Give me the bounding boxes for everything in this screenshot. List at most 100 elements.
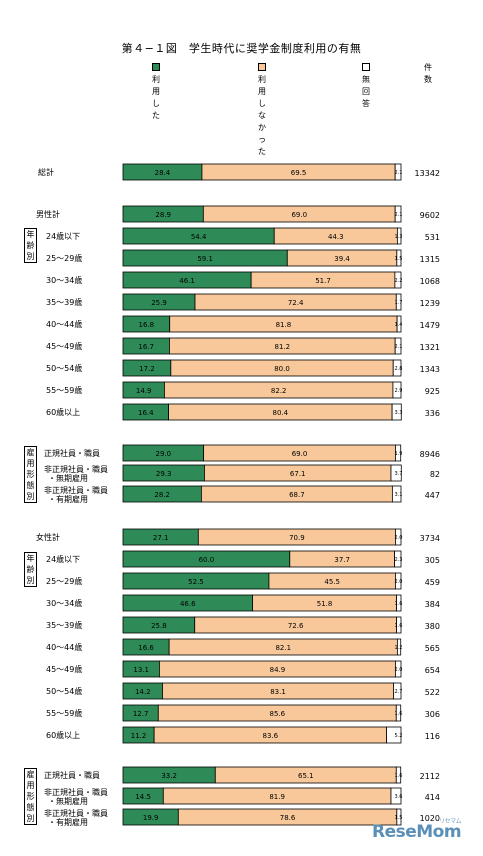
logo-text: ReseMom	[372, 822, 462, 842]
logo-subtext: リセマム	[439, 818, 462, 825]
data-label-used: 16.7	[138, 343, 154, 351]
count-value: 447	[425, 491, 440, 500]
bar-segment-no-answer	[395, 293, 402, 311]
count-value: 3734	[420, 534, 440, 543]
count-value: 1343	[420, 365, 440, 374]
data-label-used: 13.1	[133, 666, 149, 674]
legend-used-swatch	[152, 62, 160, 71]
legend-used-label: 利用した	[152, 75, 160, 120]
data-label-no-answer: 3.3	[395, 410, 403, 416]
data-label-not-used: 69.5	[291, 169, 307, 177]
data-label-used: 29.3	[156, 470, 172, 478]
category-label: 60歳以上	[46, 730, 80, 740]
data-label-not-used: 37.7	[334, 556, 350, 564]
data-label-used: 12.7	[133, 710, 149, 718]
count-value: 1068	[420, 277, 440, 286]
data-label-used: 17.2	[139, 365, 155, 373]
count-value: 384	[425, 600, 440, 609]
count-value: 336	[425, 409, 440, 418]
bar-segment-no-answer	[394, 205, 402, 223]
data-label-not-used: 78.6	[280, 814, 296, 822]
data-label-used: 28.9	[155, 211, 171, 219]
data-label-not-used: 82.1	[275, 644, 291, 652]
legend-not-used-swatch	[258, 62, 266, 71]
bar-segment-no-answer	[392, 381, 402, 399]
category-label: 45～49歳	[46, 664, 82, 674]
data-label-used: 19.9	[143, 814, 159, 822]
count-value: 9602	[420, 211, 440, 220]
data-label-used: 25.9	[151, 299, 167, 307]
data-label-not-used: 69.0	[291, 211, 307, 219]
bar-segment-no-answer	[395, 528, 402, 546]
bar-segment-no-answer	[391, 403, 402, 421]
data-label-not-used: 80.0	[274, 365, 290, 373]
count-value: 13342	[415, 169, 440, 178]
data-label-not-used: 39.4	[334, 255, 350, 263]
data-label-used: 33.2	[161, 772, 177, 780]
bar-segment-no-answer	[396, 616, 402, 634]
count-value: 1239	[420, 299, 440, 308]
group-label-female-age: 年齢別	[24, 552, 37, 587]
data-label-used: 25.8	[151, 622, 167, 630]
count-value: 306	[425, 710, 440, 719]
count-value: 531	[425, 233, 440, 242]
data-label-not-used: 72.4	[288, 299, 304, 307]
count-value: 925	[425, 387, 440, 396]
data-label-not-used: 65.1	[298, 772, 314, 780]
category-label: 非正規社員・職員・無期雇用	[44, 464, 108, 483]
data-label-no-answer: 1.2	[395, 645, 403, 651]
count-value: 1321	[420, 343, 440, 352]
category-label: 40～44歳	[46, 642, 82, 652]
category-label: 正規社員・職員	[44, 770, 100, 780]
data-label-not-used: 68.7	[289, 491, 305, 499]
category-label: 非正規社員・職員・有期雇用	[44, 808, 108, 827]
group-label-male-employment: 雇用形態別	[24, 446, 37, 503]
data-label-used: 14.2	[135, 688, 151, 696]
data-label-no-answer: 2.0	[395, 667, 403, 673]
data-label-used: 16.6	[138, 644, 154, 652]
category-label: 55～59歳	[46, 708, 82, 718]
data-label-not-used: 80.4	[273, 409, 289, 417]
count-value: 1479	[420, 321, 440, 330]
data-label-used: 52.5	[188, 578, 204, 586]
data-label-no-answer: 2.3	[395, 557, 403, 563]
data-label-no-answer: 1.7	[395, 300, 403, 306]
data-label-no-answer: 1.4	[395, 322, 403, 328]
data-label-no-answer: 2.2	[395, 278, 403, 284]
group-label-female-employment: 雇用形態別	[24, 768, 37, 825]
category-label: 50～54歳	[46, 686, 82, 696]
data-label-not-used: 85.6	[269, 710, 285, 718]
bar-segment-no-answer	[394, 550, 402, 568]
data-label-not-used: 72.6	[288, 622, 304, 630]
data-label-no-answer: 1.5	[395, 256, 403, 262]
category-label: 25～29歳	[46, 576, 82, 586]
count-value: 459	[425, 578, 440, 587]
data-label-not-used: 84.9	[270, 666, 286, 674]
count-value: 522	[425, 688, 440, 697]
count-value: 1020	[420, 814, 440, 823]
category-label: 40～44歳	[46, 319, 82, 329]
category-label: 35～39歳	[46, 620, 82, 630]
bar-segment-no-answer	[390, 464, 402, 482]
category-label: 男性計	[36, 209, 60, 219]
category-label: 正規社員・職員	[44, 448, 100, 458]
count-value: 82	[430, 470, 440, 479]
bar-segment-no-answer	[392, 359, 402, 377]
data-label-not-used: 83.1	[270, 688, 286, 696]
count-value: 8946	[420, 450, 440, 459]
data-label-no-answer: 1.3	[395, 234, 403, 240]
data-label-no-answer: 2.9	[395, 388, 403, 394]
category-label: 60歳以上	[46, 407, 80, 417]
chart-title: 第４−１図 学生時代に奨学金制度利用の有無	[121, 42, 362, 55]
data-label-not-used: 51.8	[317, 600, 333, 608]
data-label-used: 14.9	[136, 387, 152, 395]
bar-segment-no-answer	[394, 163, 402, 181]
bar-segment-no-answer	[395, 766, 402, 784]
data-label-no-answer: 2.1	[395, 170, 403, 176]
data-label-no-answer: 1.6	[395, 623, 403, 629]
data-label-no-answer: 2.7	[395, 689, 403, 695]
group-label-male-age: 年齢別	[24, 228, 37, 263]
bar-segment-no-answer	[386, 726, 402, 744]
data-label-no-answer: 3.7	[395, 471, 403, 477]
bar-segment-no-answer	[394, 271, 402, 289]
